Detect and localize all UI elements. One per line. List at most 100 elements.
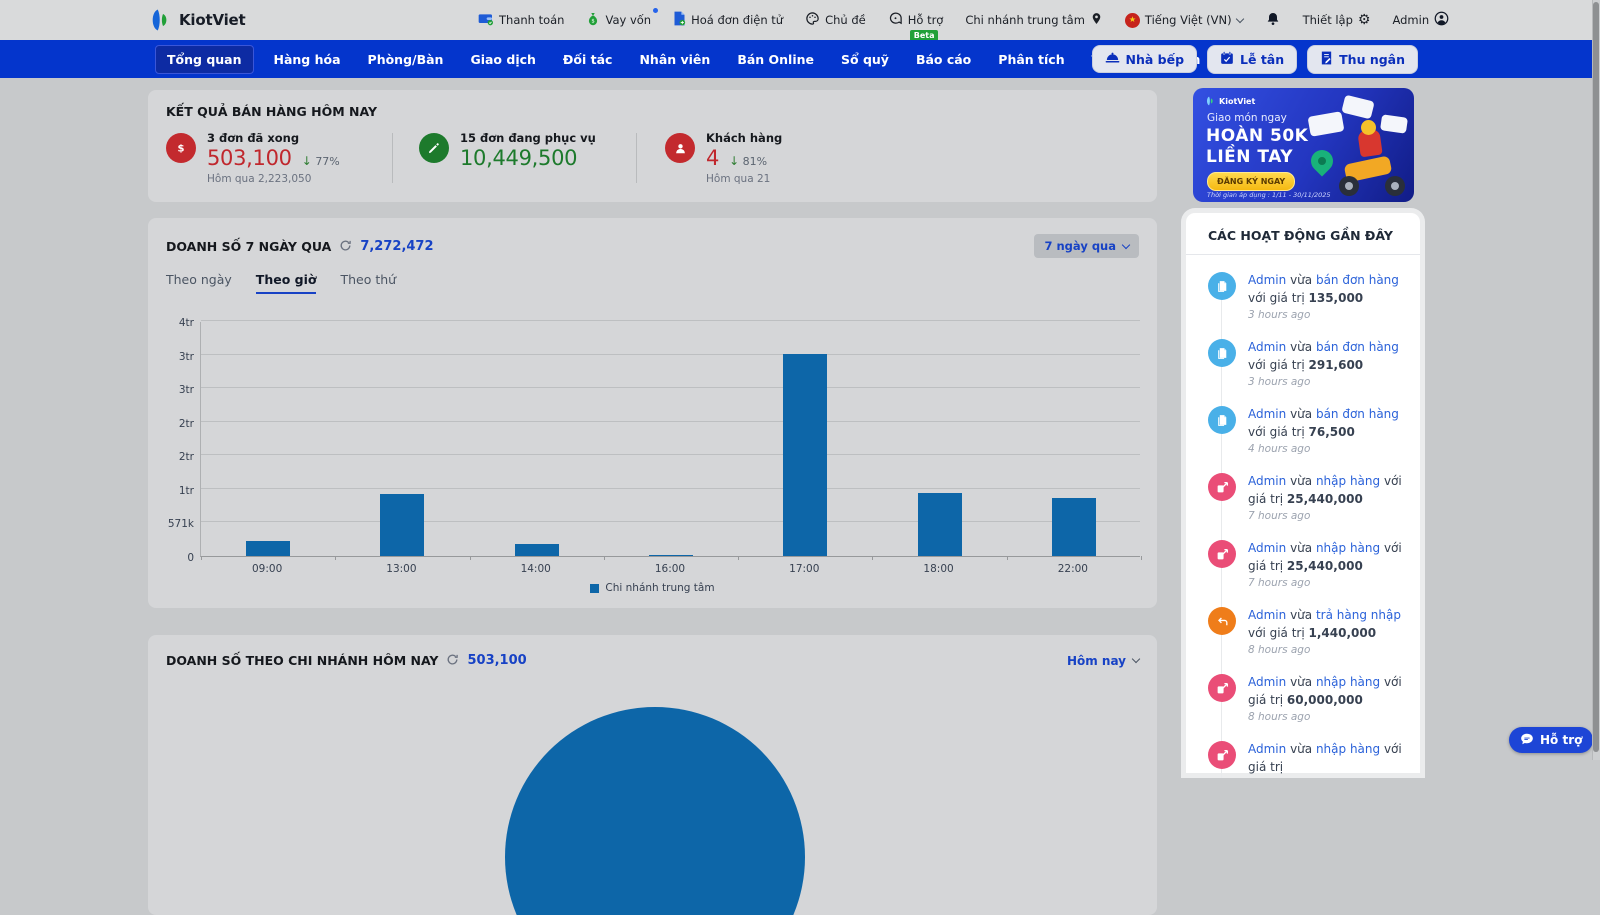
language-selector[interactable]: ★ Tiếng Việt (VN) <box>1124 12 1244 28</box>
activity-user-link[interactable]: Admin <box>1248 675 1287 689</box>
scrollbar-thumb[interactable] <box>1593 2 1599 752</box>
activity-user-link[interactable]: Admin <box>1248 273 1287 287</box>
activity-action-link[interactable]: nhập hàng <box>1315 742 1381 756</box>
helmet <box>1361 120 1376 135</box>
chat-bubble-icon <box>888 11 903 29</box>
account-menu[interactable]: Admin <box>1392 11 1449 29</box>
activity-action-link[interactable]: nhập hàng <box>1315 541 1381 555</box>
x-axis-tick <box>738 556 740 560</box>
bar-18-00 <box>917 493 962 556</box>
activity-action-link[interactable]: nhập hàng <box>1315 675 1381 689</box>
promo-banner[interactable]: KiotViet Giao món ngay HOÀN 50K LIỀN TAY… <box>1193 88 1414 202</box>
receipt-pen-icon <box>1320 51 1333 68</box>
activity-user-link[interactable]: Admin <box>1248 474 1287 488</box>
dollar-icon: $ <box>166 133 196 163</box>
tab-theo-ng-y[interactable]: Theo ngày <box>166 272 232 287</box>
reception-button[interactable]: Lễ tân <box>1207 44 1298 74</box>
tab-theo-gi[interactable]: Theo giờ <box>255 272 317 294</box>
bar-17-00 <box>783 354 828 556</box>
wheel-hub <box>1345 182 1353 190</box>
nav-item-giao-d-ch[interactable]: Giao dịch <box>470 51 536 67</box>
activity-time: 4 hours ago <box>1248 443 1311 455</box>
wallet-icon <box>478 12 494 29</box>
topbar-menu: Thanh toán $ Vay vốn Hoá đơn điện tử Chủ… <box>478 0 1449 42</box>
nav-item-s-qu[interactable]: Sổ quỹ <box>841 51 889 67</box>
partner-chip <box>1380 114 1408 134</box>
kitchen-button[interactable]: Nhà bếp <box>1091 45 1198 73</box>
activity-text: Admin vừa bán đơn hàng với giá trị 135,0… <box>1248 273 1399 305</box>
y-axis-tick-label: 571k <box>167 518 194 531</box>
topbar-item-support[interactable]: Hỗ trợ Beta <box>888 11 943 42</box>
refresh-icon[interactable] <box>446 651 459 670</box>
activity-text: Admin vừa nhập hàng với giá trị 25,440,0… <box>1248 541 1402 573</box>
banner-tagline: Giao món ngay <box>1207 112 1287 124</box>
x-axis-tick <box>469 556 471 560</box>
tab-theo-th[interactable]: Theo thứ <box>340 272 397 287</box>
banner-logo: KiotViet <box>1205 96 1255 106</box>
topbar-item-payment[interactable]: Thanh toán <box>478 12 564 29</box>
pie-slice <box>505 707 805 915</box>
activity-user-link[interactable]: Admin <box>1248 340 1287 354</box>
branch-sales-card: DOANH SỐ THEO CHI NHÁNH HÔM NAY 503,100 … <box>148 635 1157 915</box>
activity-user-link[interactable]: Admin <box>1248 407 1287 421</box>
nav-item-t-ng-quan[interactable]: Tổng quan <box>155 44 254 74</box>
activity-user-link[interactable]: Admin <box>1248 541 1287 555</box>
nav-item-ph-n-t-ch[interactable]: Phân tích <box>998 51 1065 67</box>
bar-22-00 <box>1051 498 1096 556</box>
gridline <box>201 420 1140 422</box>
nav-item-ph-ng-b-n[interactable]: Phòng/Bàn <box>367 51 444 67</box>
banner-cta-button[interactable]: ĐĂNG KÝ NGAY <box>1207 172 1296 191</box>
branch-range-dropdown[interactable]: Hôm nay <box>1067 654 1141 668</box>
topbar-item-settings[interactable]: Thiết lập ⚙ <box>1303 13 1371 27</box>
topbar-item-loan[interactable]: $ Vay vốn <box>586 8 659 29</box>
topbar-item-branch[interactable]: Chi nhánh trung tâm <box>965 11 1103 29</box>
nav-item-h-ng-h-a[interactable]: Hàng hóa <box>273 51 341 67</box>
y-axis-tick-label: 3tr <box>178 384 194 397</box>
sales-summary-title: KẾT QUẢ BÁN HÀNG HÔM NAY <box>166 104 377 119</box>
theme-palette-icon <box>805 11 820 29</box>
activity-action-link[interactable]: bán đơn hàng <box>1315 407 1399 421</box>
cashier-button[interactable]: Thu ngân <box>1307 44 1418 74</box>
gridline <box>201 387 1140 389</box>
sales-week-title: DOANH SỐ 7 NGÀY QUA <box>166 238 332 254</box>
banner-headline: HOÀN 50K <box>1206 126 1309 146</box>
topbar-item-theme[interactable]: Chủ đề <box>805 11 866 29</box>
x-axis-tick-label: 22:00 <box>1057 563 1088 575</box>
topbar-item-einvoice[interactable]: Hoá đơn điện tử <box>673 11 783 29</box>
activity-action-link[interactable]: bán đơn hàng <box>1315 340 1399 354</box>
x-axis-tick <box>201 556 202 560</box>
nav-item-b-n-online[interactable]: Bán Online <box>737 51 814 67</box>
nav-item-nh-n-vi-n[interactable]: Nhân viên <box>639 51 711 67</box>
activity-action-link[interactable]: bán đơn hàng <box>1315 273 1399 287</box>
gridline <box>201 454 1140 456</box>
chart-legend: Chi nhánh trung tâm <box>148 582 1157 594</box>
bar-13-00 <box>380 494 425 556</box>
activity-item: Admin vừa bán đơn hàng với giá trị 291,6… <box>1208 338 1406 388</box>
pencil-icon <box>419 133 449 163</box>
chevron-down-icon <box>1235 14 1244 23</box>
bell-icon <box>1265 11 1281 30</box>
scrollbar-track[interactable] <box>1592 0 1600 760</box>
y-axis-tick-label: 0 <box>187 552 194 564</box>
stat-label: Khách hàng <box>706 131 783 145</box>
activity-item: Admin vừa trả hàng nhập với giá trị 1,44… <box>1208 606 1406 656</box>
range-dropdown[interactable]: 7 ngày qua <box>1034 234 1139 258</box>
activity-value: 291,600 <box>1308 358 1364 372</box>
notifications-button[interactable] <box>1265 11 1281 30</box>
activity-action-link[interactable]: nhập hàng <box>1315 474 1381 488</box>
support-button[interactable]: Hỗ trợ <box>1509 727 1594 753</box>
nav-item-i-t-c[interactable]: Đối tác <box>562 51 613 67</box>
activity-time: 8 hours ago <box>1248 644 1311 656</box>
recent-activities-title: CÁC HOẠT ĐỘNG GẦN ĐÂY <box>1186 213 1420 255</box>
purchase-icon <box>1208 540 1236 568</box>
bar-chart-plot <box>200 320 1142 560</box>
refresh-icon[interactable] <box>339 237 352 256</box>
activity-user-link[interactable]: Admin <box>1248 742 1287 756</box>
x-axis-tick-label: 09:00 <box>252 563 283 575</box>
nav-item-b-o-c-o[interactable]: Báo cáo <box>915 51 972 67</box>
activity-action-link[interactable]: trả hàng nhập <box>1315 608 1401 622</box>
activity-user-link[interactable]: Admin <box>1248 608 1287 622</box>
x-axis-tick-label: 13:00 <box>386 563 417 575</box>
invoice-icon <box>673 11 686 29</box>
kiotviet-logo[interactable]: KiotViet <box>148 0 246 40</box>
